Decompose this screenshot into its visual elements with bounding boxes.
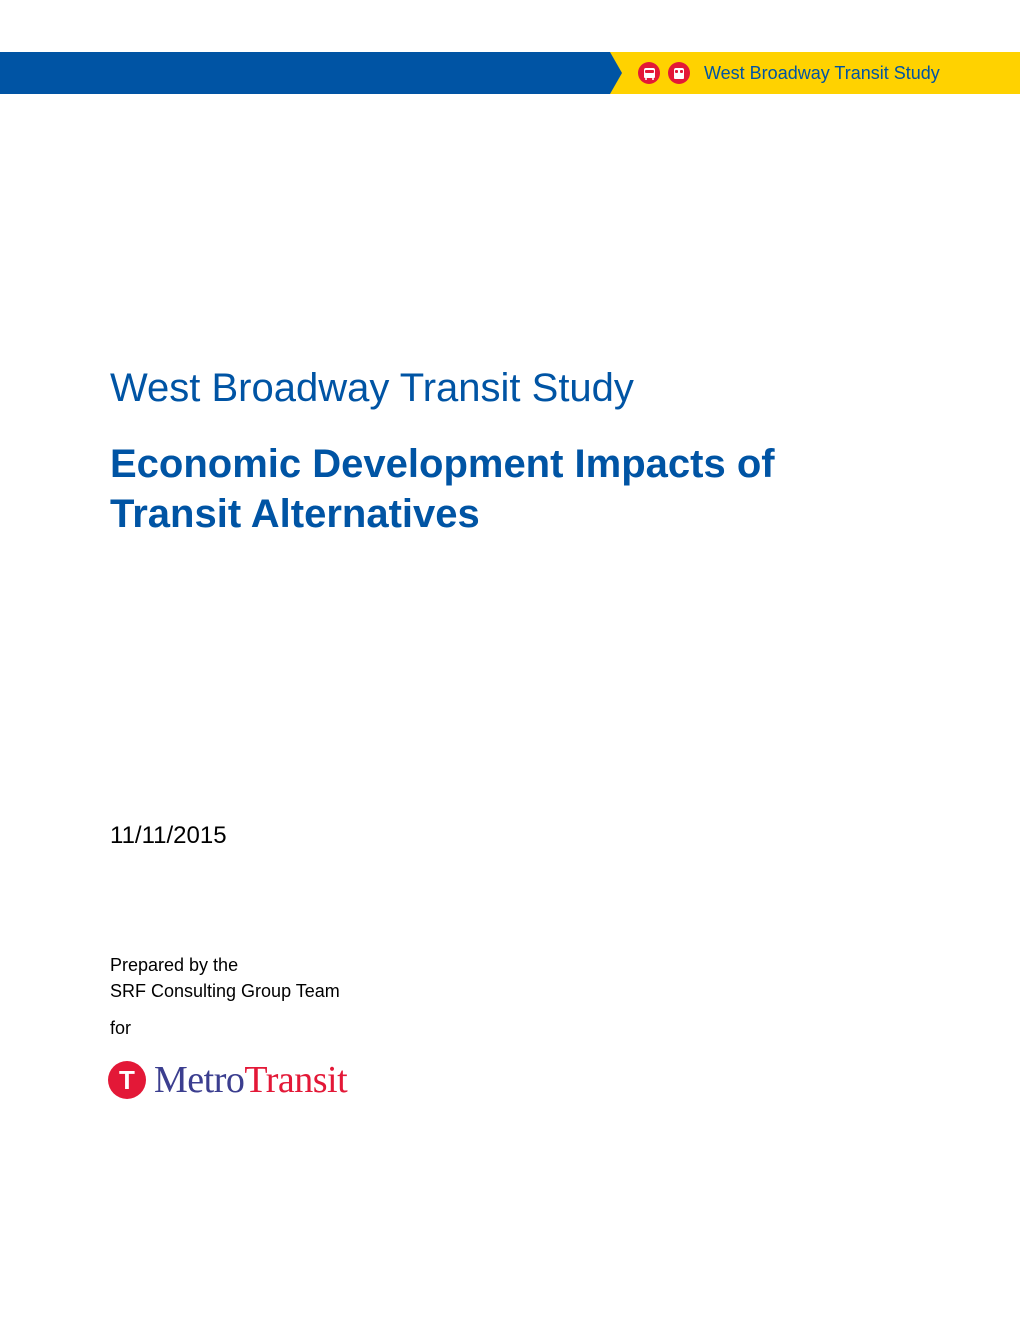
document-date: 11/11/2015 — [110, 822, 227, 850]
prepared-by-label: Prepared by the — [110, 952, 340, 978]
logo-transit-text: Transit — [244, 1059, 347, 1101]
header-banner: West Broadway Transit Study — [0, 52, 1020, 94]
logo-t-icon: T — [108, 1061, 146, 1099]
banner-title: West Broadway Transit Study — [704, 63, 940, 84]
logo-text: MetroTransit — [154, 1058, 347, 1102]
banner-yellow-section: West Broadway Transit Study — [610, 52, 1020, 94]
train-icon — [668, 62, 690, 84]
for-label: for — [110, 1018, 131, 1039]
title-block: West Broadway Transit Study Economic Dev… — [110, 366, 910, 539]
prepared-by-block: Prepared by the SRF Consulting Group Tea… — [110, 952, 340, 1004]
banner-blue-section — [0, 52, 610, 94]
prepared-by-org: SRF Consulting Group Team — [110, 978, 340, 1004]
metro-transit-logo: T MetroTransit — [108, 1058, 347, 1102]
logo-metro-text: Metro — [154, 1059, 244, 1101]
document-title-line1: West Broadway Transit Study — [110, 366, 910, 411]
bus-icon — [638, 62, 660, 84]
document-title-line2: Economic Development Impacts of Transit … — [110, 439, 910, 539]
